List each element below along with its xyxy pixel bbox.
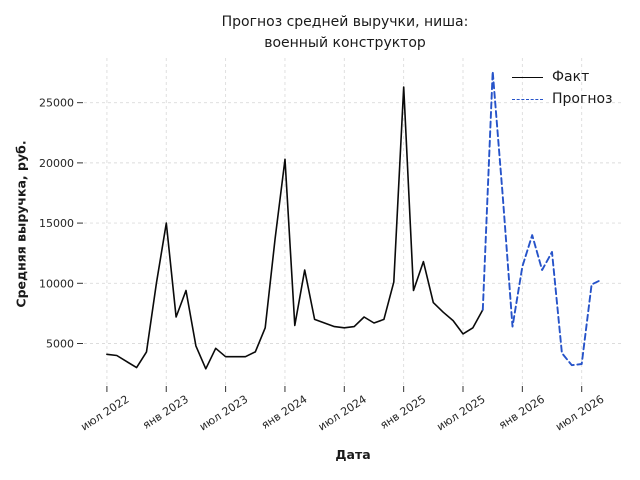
x-axis-label: Дата xyxy=(335,447,371,462)
y-tick-label: 5000 xyxy=(46,337,74,350)
x-tick-label: янв 2025 xyxy=(378,393,429,432)
chart-title-line1: Прогноз средней выручки, ниша: xyxy=(221,14,469,30)
fact-line xyxy=(106,86,484,370)
x-tick-label: янв 2026 xyxy=(496,393,547,432)
y-tick-label: 20000 xyxy=(39,157,74,170)
x-tick-label: июл 2025 xyxy=(434,393,487,434)
forecast-line xyxy=(481,70,603,367)
x-tick-label: июл 2022 xyxy=(78,393,131,434)
y-axis-label: Средняя выручка, руб. xyxy=(13,140,29,308)
legend-label-forecast: Прогноз xyxy=(552,91,613,107)
fact-line-swatch-icon xyxy=(512,76,543,78)
x-tick-label: июл 2023 xyxy=(197,393,250,434)
y-tick-label: 10000 xyxy=(39,277,74,290)
forecast-line-swatch-icon xyxy=(512,98,543,100)
legend-label-fact: Факт xyxy=(552,69,590,85)
y-tick-label: 25000 xyxy=(39,97,74,110)
legend-item-forecast: Прогноз xyxy=(512,88,613,110)
chart-title: Прогноз средней выручки, ниша: военный к… xyxy=(25,12,640,54)
x-tick-label: янв 2023 xyxy=(140,393,191,432)
y-tick-label: 15000 xyxy=(39,217,74,230)
x-tick-label: июл 2026 xyxy=(553,393,606,434)
x-tick-label: июл 2024 xyxy=(316,393,369,434)
legend-item-fact: Факт xyxy=(512,66,613,88)
chart-title-line2: военный конструктор xyxy=(264,35,426,51)
chart-legend: Факт Прогноз xyxy=(512,66,613,110)
x-tick-label: янв 2024 xyxy=(259,393,310,432)
